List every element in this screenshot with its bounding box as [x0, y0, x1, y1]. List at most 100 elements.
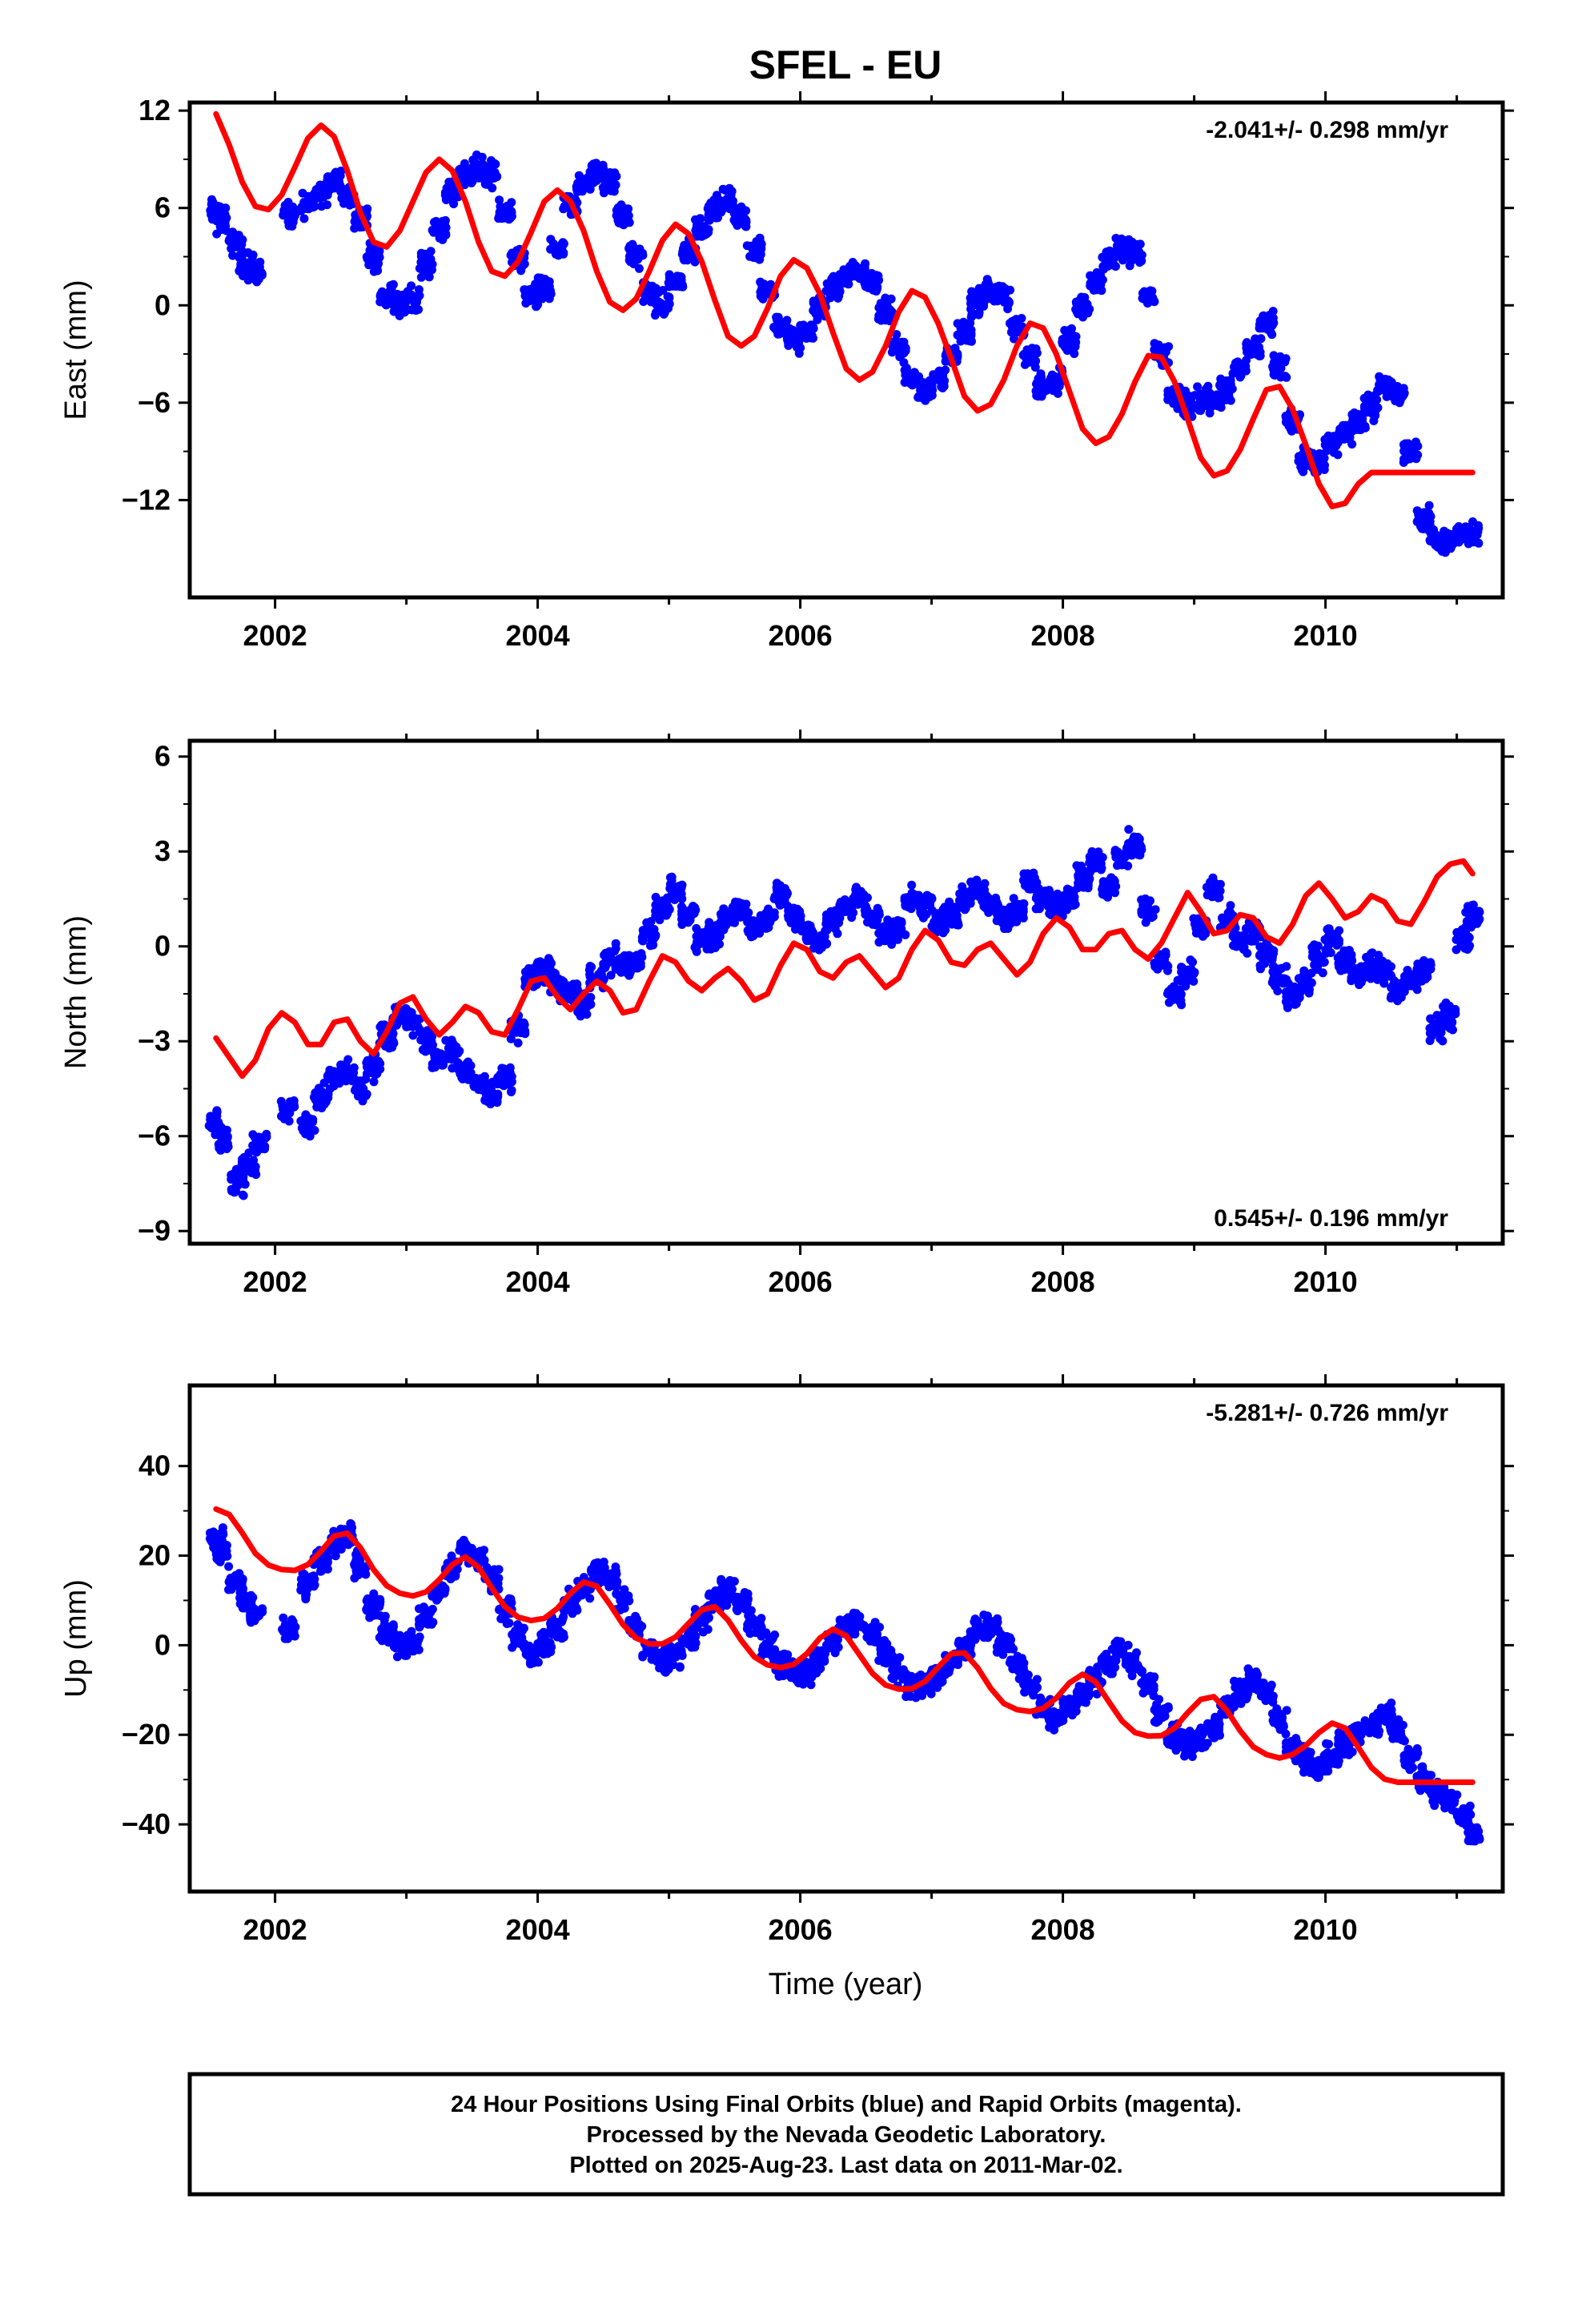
data-point	[396, 301, 405, 311]
data-point	[330, 1080, 339, 1089]
data-point	[1181, 386, 1191, 396]
data-point	[444, 177, 454, 187]
data-point	[1425, 535, 1435, 545]
data-point	[1254, 348, 1263, 357]
data-point	[516, 266, 526, 275]
data-point	[417, 262, 426, 271]
data-point	[729, 916, 739, 926]
data-point	[1427, 526, 1437, 536]
data-point	[1133, 246, 1142, 255]
data-point	[705, 939, 715, 948]
data-point	[599, 188, 608, 198]
data-point	[927, 894, 937, 903]
data-point	[857, 899, 866, 908]
data-point	[244, 1148, 254, 1158]
data-point	[552, 981, 561, 991]
data-point	[680, 240, 689, 250]
data-point	[331, 167, 340, 177]
data-point	[215, 1127, 225, 1136]
data-point	[1241, 365, 1251, 375]
data-point	[1242, 340, 1251, 348]
data-point	[1323, 937, 1333, 947]
data-point	[544, 294, 554, 304]
data-point	[1087, 846, 1097, 856]
data-point	[1099, 264, 1109, 274]
data-point	[231, 1176, 241, 1185]
data-point	[414, 305, 424, 314]
data-point	[656, 299, 666, 308]
data-point	[1206, 403, 1215, 412]
data-point	[1018, 875, 1028, 885]
data-point	[611, 939, 620, 948]
data-point	[1211, 889, 1219, 899]
data-point	[1000, 922, 1010, 931]
data-point	[1034, 884, 1043, 894]
data-point	[299, 214, 309, 223]
data-point	[730, 209, 740, 219]
data-point	[1368, 400, 1378, 410]
data-point	[466, 1061, 476, 1071]
data-point	[424, 272, 434, 282]
data-point	[996, 911, 1006, 920]
data-point	[640, 930, 650, 939]
data-point	[877, 305, 885, 315]
data-point	[1146, 289, 1154, 299]
y-tick-label: −6	[138, 386, 171, 419]
data-point	[863, 893, 872, 903]
data-point	[1304, 988, 1314, 998]
data-point	[636, 951, 645, 961]
data-point	[546, 244, 556, 254]
data-point	[624, 218, 634, 227]
data-point	[868, 919, 877, 929]
data-point	[362, 252, 371, 262]
data-point	[712, 213, 721, 223]
data-point	[926, 901, 935, 911]
data-point	[655, 915, 665, 925]
data-point	[1359, 401, 1369, 411]
data-point	[813, 315, 822, 324]
data-point	[666, 873, 675, 883]
data-point	[919, 911, 929, 920]
data-point	[756, 292, 765, 301]
data-point	[930, 917, 939, 927]
data-point	[879, 923, 889, 933]
data-point	[741, 899, 751, 909]
y-tick-label: 6	[155, 191, 171, 224]
data-point	[690, 903, 700, 912]
data-point	[720, 196, 729, 206]
data-point	[489, 173, 499, 183]
data-point	[1112, 241, 1122, 251]
data-point	[811, 305, 821, 315]
data-point	[225, 235, 234, 244]
data-point	[339, 199, 348, 208]
data-point	[369, 1077, 379, 1087]
data-point	[495, 195, 504, 205]
data-point	[1203, 381, 1213, 391]
data-point	[1334, 959, 1343, 967]
data-point	[349, 1063, 359, 1072]
data-point	[918, 393, 928, 403]
data-point	[1344, 946, 1354, 955]
data-point	[480, 1095, 490, 1104]
data-point	[982, 275, 992, 284]
x-tick-label: 2002	[243, 619, 307, 652]
data-point	[753, 251, 762, 261]
data-point	[301, 1110, 311, 1120]
data-point	[533, 286, 543, 296]
data-point	[677, 881, 686, 891]
data-point	[874, 938, 884, 947]
data-point	[695, 225, 705, 235]
data-point	[1017, 906, 1026, 915]
data-point	[1216, 403, 1226, 412]
data-point	[1315, 455, 1324, 464]
data-point	[933, 911, 942, 920]
data-point	[1452, 524, 1461, 533]
data-point	[863, 278, 873, 287]
data-point	[388, 279, 398, 289]
data-point	[606, 971, 616, 980]
data-point	[958, 882, 967, 891]
data-point	[794, 348, 804, 358]
data-point	[1032, 348, 1042, 358]
